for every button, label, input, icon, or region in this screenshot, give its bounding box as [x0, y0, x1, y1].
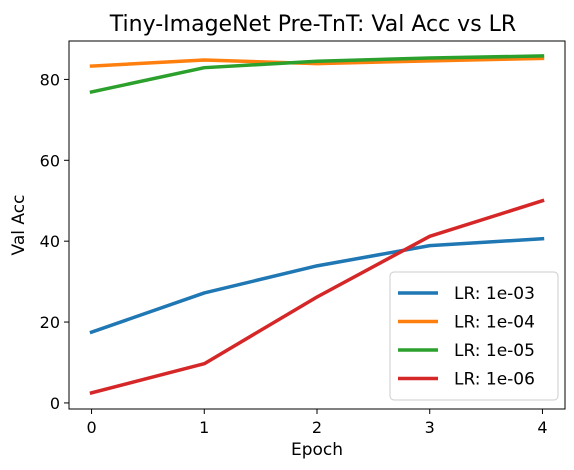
- legend-box: [389, 271, 559, 401]
- y-tick-label: 80: [40, 70, 60, 89]
- series-line: [89, 236, 545, 335]
- y-axis: 0 20 40 60 80: [40, 70, 69, 413]
- y-tick-label: 20: [40, 313, 60, 332]
- legend-label: LR: 1e-06: [454, 370, 535, 390]
- legend-label: LR: 1e-05: [454, 341, 535, 361]
- series-line: [89, 198, 545, 395]
- legend: LR: 1e-03 LR: 1e-04 LR: 1e-05 LR: 1e-06: [389, 271, 559, 401]
- legend-label: LR: 1e-04: [454, 313, 535, 333]
- y-tick-label: 60: [40, 151, 60, 170]
- y-tick-label: 0: [50, 394, 60, 413]
- series-lines: [89, 54, 545, 395]
- x-axis-label: Epoch: [291, 440, 343, 460]
- x-tick-label: 3: [425, 418, 435, 437]
- y-tick-label: 40: [40, 232, 60, 251]
- x-tick-label: 4: [537, 418, 547, 437]
- y-axis-label: Val Acc: [9, 195, 29, 256]
- series-line: [89, 54, 545, 95]
- series-line: [89, 56, 545, 68]
- x-axis: 0 1 2 3 4: [86, 409, 548, 437]
- legend-label: LR: 1e-03: [454, 284, 535, 304]
- chart-title: Tiny-ImageNet Pre-TnT: Val Acc vs LR: [109, 12, 516, 37]
- x-tick-label: 2: [312, 418, 322, 437]
- x-tick-label: 1: [199, 418, 209, 437]
- x-tick-label: 0: [86, 418, 96, 437]
